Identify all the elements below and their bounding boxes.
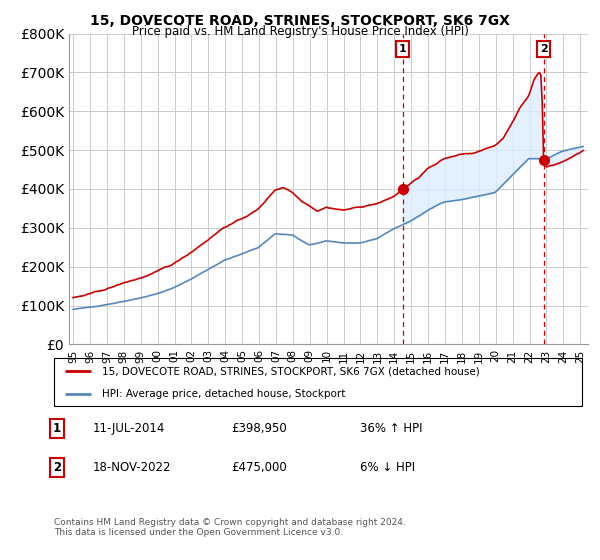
Text: 2: 2 [53, 461, 61, 474]
Text: 11-JUL-2014: 11-JUL-2014 [93, 422, 166, 435]
Text: HPI: Average price, detached house, Stockport: HPI: Average price, detached house, Stoc… [101, 389, 345, 399]
Text: Price paid vs. HM Land Registry's House Price Index (HPI): Price paid vs. HM Land Registry's House … [131, 25, 469, 38]
Text: 1: 1 [398, 44, 406, 54]
Text: £398,950: £398,950 [231, 422, 287, 435]
Text: 2: 2 [540, 44, 548, 54]
Text: Contains HM Land Registry data © Crown copyright and database right 2024.
This d: Contains HM Land Registry data © Crown c… [54, 518, 406, 538]
Text: 36% ↑ HPI: 36% ↑ HPI [360, 422, 422, 435]
Text: 15, DOVECOTE ROAD, STRINES, STOCKPORT, SK6 7GX: 15, DOVECOTE ROAD, STRINES, STOCKPORT, S… [90, 14, 510, 28]
Text: 6% ↓ HPI: 6% ↓ HPI [360, 461, 415, 474]
Text: 1: 1 [53, 422, 61, 435]
Text: 18-NOV-2022: 18-NOV-2022 [93, 461, 172, 474]
Text: £475,000: £475,000 [231, 461, 287, 474]
Text: 15, DOVECOTE ROAD, STRINES, STOCKPORT, SK6 7GX (detached house): 15, DOVECOTE ROAD, STRINES, STOCKPORT, S… [101, 366, 479, 376]
